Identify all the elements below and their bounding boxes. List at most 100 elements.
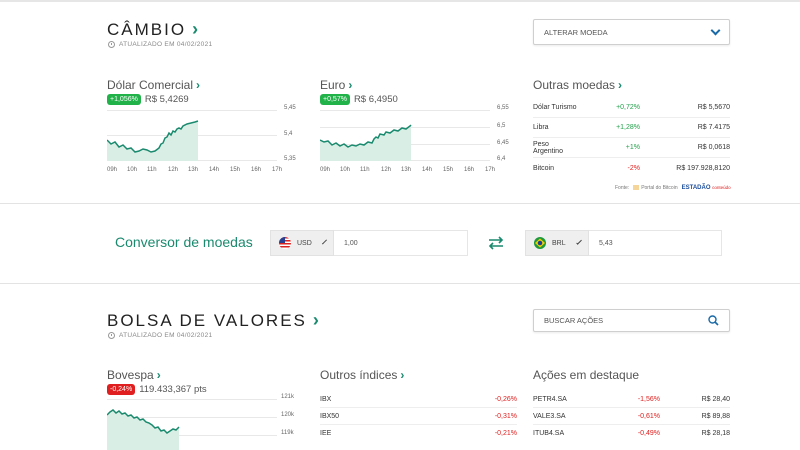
currency-value: R$ 0,0618 bbox=[697, 144, 730, 151]
stock-ticker: VALE3.SA bbox=[533, 412, 566, 420]
euro-name: Euro bbox=[320, 78, 346, 92]
from-currency-select[interactable]: USD bbox=[270, 230, 334, 256]
x-tick-label: 10h bbox=[340, 167, 351, 173]
chevron-right-icon: › bbox=[618, 78, 623, 92]
list-item[interactable]: PETR4.SA -1,56% R$ 28,40 bbox=[533, 391, 730, 408]
dolar-price: R$ 5,4269 bbox=[144, 94, 189, 105]
currency-name: Bitcoin bbox=[533, 164, 555, 172]
euro-line bbox=[320, 124, 412, 148]
y-tick-label: 6,45 bbox=[497, 140, 509, 146]
cambio-title-link[interactable]: CÂMBIO › bbox=[107, 19, 200, 40]
outros-indices-title-link[interactable]: Outros índices › bbox=[320, 368, 404, 382]
clock-icon bbox=[108, 332, 115, 339]
acoes-destaque-title: Ações em destaque bbox=[533, 368, 639, 382]
chevron-right-icon: › bbox=[400, 368, 405, 382]
y-tick-label: 5,45 bbox=[284, 105, 296, 111]
alterar-moeda-label: ALTERAR MOEDA bbox=[544, 27, 608, 37]
y-tick-label: 120k bbox=[281, 412, 295, 418]
x-tick-label: 14h bbox=[209, 167, 220, 173]
from-currency-code: USD bbox=[297, 239, 312, 247]
currency-change: +1% bbox=[625, 144, 640, 151]
currency-name: Dólar Turismo bbox=[533, 104, 577, 111]
x-tick-label: 15h bbox=[230, 167, 241, 173]
cambio-updated-text: ATUALIZADO EM 04/02/2021 bbox=[119, 41, 213, 48]
us-flag-icon bbox=[279, 237, 291, 249]
clock-icon bbox=[108, 41, 115, 48]
cambio-updated: ATUALIZADO EM 04/02/2021 bbox=[108, 41, 212, 48]
euro-line-chart bbox=[320, 124, 412, 161]
x-tick-label: 13h bbox=[188, 167, 199, 173]
bovespa-change-badge: -0,24% bbox=[107, 384, 136, 395]
x-tick-label: 16h bbox=[251, 167, 262, 173]
chevron-right-icon: › bbox=[312, 310, 321, 330]
bovespa-name: Bovespa bbox=[107, 368, 154, 382]
acoes-destaque-list: PETR4.SA -1,56% R$ 28,40 VALE3.SA -0,61%… bbox=[533, 391, 730, 442]
stock-ticker: ITUB4.SA bbox=[533, 430, 565, 437]
x-tick-label: 17h bbox=[272, 167, 283, 173]
alterar-moeda-dropdown[interactable]: ALTERAR MOEDA bbox=[533, 19, 730, 45]
to-value-input[interactable]: 5,43 bbox=[589, 230, 722, 256]
bolsa-updated: ATUALIZADO EM 04/02/2021 bbox=[108, 332, 212, 339]
buscar-acoes-search[interactable]: BUSCAR AÇÕES bbox=[533, 309, 730, 332]
chevron-down-icon bbox=[710, 25, 721, 35]
list-item[interactable]: VALE3.SA -0,61% R$ 89,88 bbox=[533, 408, 730, 425]
gridline bbox=[107, 417, 277, 418]
list-item[interactable]: Dólar Turismo +0,72% R$ 5,5670 bbox=[533, 98, 730, 118]
dolar-title-link[interactable]: Dólar Comercial › bbox=[107, 78, 200, 92]
conversor-title: Conversor de moedas bbox=[115, 234, 253, 250]
y-tick-label: 6,55 bbox=[497, 105, 509, 111]
euro-area bbox=[320, 125, 411, 161]
br-flag-icon bbox=[534, 237, 546, 249]
dolar-line-chart bbox=[107, 120, 199, 161]
from-value-input[interactable]: 1,00 bbox=[334, 230, 468, 256]
chevron-right-icon: › bbox=[192, 19, 201, 39]
source-attribution: Fonte: Portal do Bitcoin ESTADÃO conteúd… bbox=[615, 185, 731, 191]
dolar-change-badge: +1,056% bbox=[107, 94, 141, 105]
search-icon[interactable] bbox=[708, 315, 719, 326]
x-tick-label: 10h bbox=[127, 167, 138, 173]
outras-moedas-list: Dólar Turismo +0,72% R$ 5,5670 Libra +1,… bbox=[533, 98, 730, 178]
outras-moedas-title-link[interactable]: Outras moedas › bbox=[533, 78, 622, 92]
list-item[interactable]: ITUB4.SA -0,49% R$ 28,18 bbox=[533, 425, 730, 442]
list-item[interactable]: IBX50 -0,31% bbox=[320, 408, 517, 425]
to-currency-select[interactable]: BRL bbox=[525, 230, 589, 256]
currency-name: Libra bbox=[533, 124, 549, 131]
currency-value: R$ 7.4175 bbox=[697, 124, 730, 131]
top-border bbox=[0, 0, 800, 2]
euro-title-link[interactable]: Euro › bbox=[320, 78, 352, 92]
euro-change-badge: +0,57% bbox=[320, 94, 350, 105]
bolsa-title-link[interactable]: BOLSA DE VALORES › bbox=[107, 310, 321, 331]
dolar-quote: +1,056% R$ 5,4269 bbox=[107, 94, 189, 105]
euro-price: R$ 6,4950 bbox=[353, 94, 398, 105]
dolar-chart: 5,45 5,4 5,35 09h 10h 11h 12h 13h 14h 15… bbox=[107, 104, 307, 176]
bovespa-line bbox=[107, 409, 180, 434]
list-item[interactable]: Bitcoin -2% R$ 197.928,8120 bbox=[533, 158, 730, 178]
swap-arrows-icon[interactable] bbox=[487, 234, 505, 252]
currency-change: +0,72% bbox=[616, 104, 640, 111]
chevron-down-icon bbox=[575, 238, 582, 245]
list-item[interactable]: IEE -0,21% bbox=[320, 425, 517, 442]
index-name: IEE bbox=[320, 430, 332, 437]
source-portal-bitcoin[interactable]: Portal do Bitcoin bbox=[633, 185, 678, 191]
outros-indices-list: IBX -0,26% IBX50 -0,31% IEE -0,21% bbox=[320, 391, 517, 442]
gridline bbox=[320, 127, 490, 128]
outras-moedas-title: Outras moedas bbox=[533, 78, 616, 92]
cambio-title: CÂMBIO bbox=[107, 19, 187, 39]
gridline bbox=[107, 110, 277, 111]
list-item[interactable]: Peso Argentino +1% R$ 0,0618 bbox=[533, 138, 730, 158]
list-item[interactable]: IBX -0,26% bbox=[320, 391, 517, 408]
currency-value: R$ 5,5670 bbox=[697, 104, 730, 111]
gridline bbox=[107, 399, 277, 400]
bovespa-title-link[interactable]: Bovespa › bbox=[107, 368, 161, 382]
stock-price: R$ 28,18 bbox=[701, 430, 730, 437]
stock-ticker: PETR4.SA bbox=[533, 395, 567, 403]
bovespa-line-chart bbox=[107, 409, 180, 450]
bovespa-quote: -0,24% 119.433,367 pts bbox=[107, 384, 207, 395]
chevron-right-icon: › bbox=[196, 78, 201, 92]
list-item[interactable]: Libra +1,28% R$ 7.4175 bbox=[533, 118, 730, 138]
stock-price: R$ 89,88 bbox=[701, 412, 730, 420]
x-tick-label: 12h bbox=[381, 167, 392, 173]
index-change: -0,31% bbox=[494, 412, 517, 420]
x-tick-label: 11h bbox=[147, 167, 157, 173]
source-estadao[interactable]: ESTADÃO conteúdo bbox=[681, 185, 731, 191]
